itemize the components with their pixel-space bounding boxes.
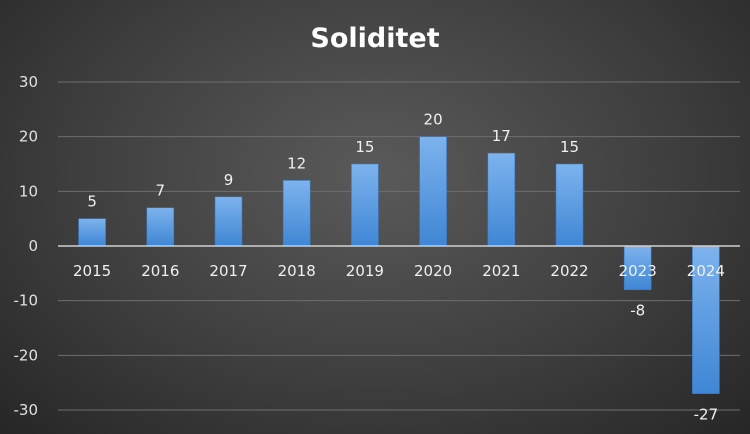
x-tick-label: 2015 — [73, 262, 111, 280]
x-tick-label: 2019 — [346, 262, 384, 280]
bar — [78, 218, 106, 247]
bars — [78, 136, 720, 394]
y-tick-label: 0 — [28, 237, 38, 255]
bar — [555, 163, 584, 247]
x-tick-label: 2021 — [482, 262, 520, 280]
x-tick-label: 2018 — [278, 262, 316, 280]
bar — [351, 163, 379, 247]
bar — [692, 245, 720, 394]
data-label: 15 — [560, 138, 579, 156]
bar — [623, 245, 652, 291]
x-tick-label: 2017 — [209, 262, 247, 280]
x-tick-label: 2016 — [141, 262, 179, 280]
bar — [214, 196, 243, 247]
data-label: 20 — [424, 111, 443, 129]
y-axis-ticks: 30 20 10 0 -10 -20 -30 — [14, 73, 39, 419]
y-tick-label: -10 — [14, 292, 39, 310]
data-label: 17 — [492, 127, 511, 145]
y-tick-label: 20 — [19, 128, 38, 146]
x-tick-label: 2023 — [619, 262, 657, 280]
data-label: 15 — [355, 138, 374, 156]
x-axis-ticks: 2015 2016 2017 2018 2019 2020 2021 2022 2023 2024 — [73, 262, 725, 280]
y-tick-label: 10 — [19, 182, 38, 200]
data-label: 5 — [87, 193, 97, 211]
y-tick-label: -20 — [14, 346, 39, 364]
data-label: -8 — [630, 302, 645, 320]
bar — [419, 136, 447, 247]
data-label: 9 — [224, 171, 234, 189]
bar — [282, 180, 311, 247]
data-label: 7 — [156, 182, 166, 200]
bar — [146, 207, 175, 247]
y-tick-label: 30 — [19, 73, 38, 91]
data-label: 12 — [287, 154, 306, 172]
x-tick-label: 2020 — [414, 262, 452, 280]
chart-title: Soliditet — [310, 23, 439, 54]
y-tick-label: -30 — [14, 401, 39, 419]
data-label: -27 — [694, 406, 719, 424]
gridlines — [58, 81, 740, 411]
bar — [487, 152, 516, 247]
x-tick-label: 2024 — [687, 262, 725, 280]
x-tick-label: 2022 — [550, 262, 588, 280]
